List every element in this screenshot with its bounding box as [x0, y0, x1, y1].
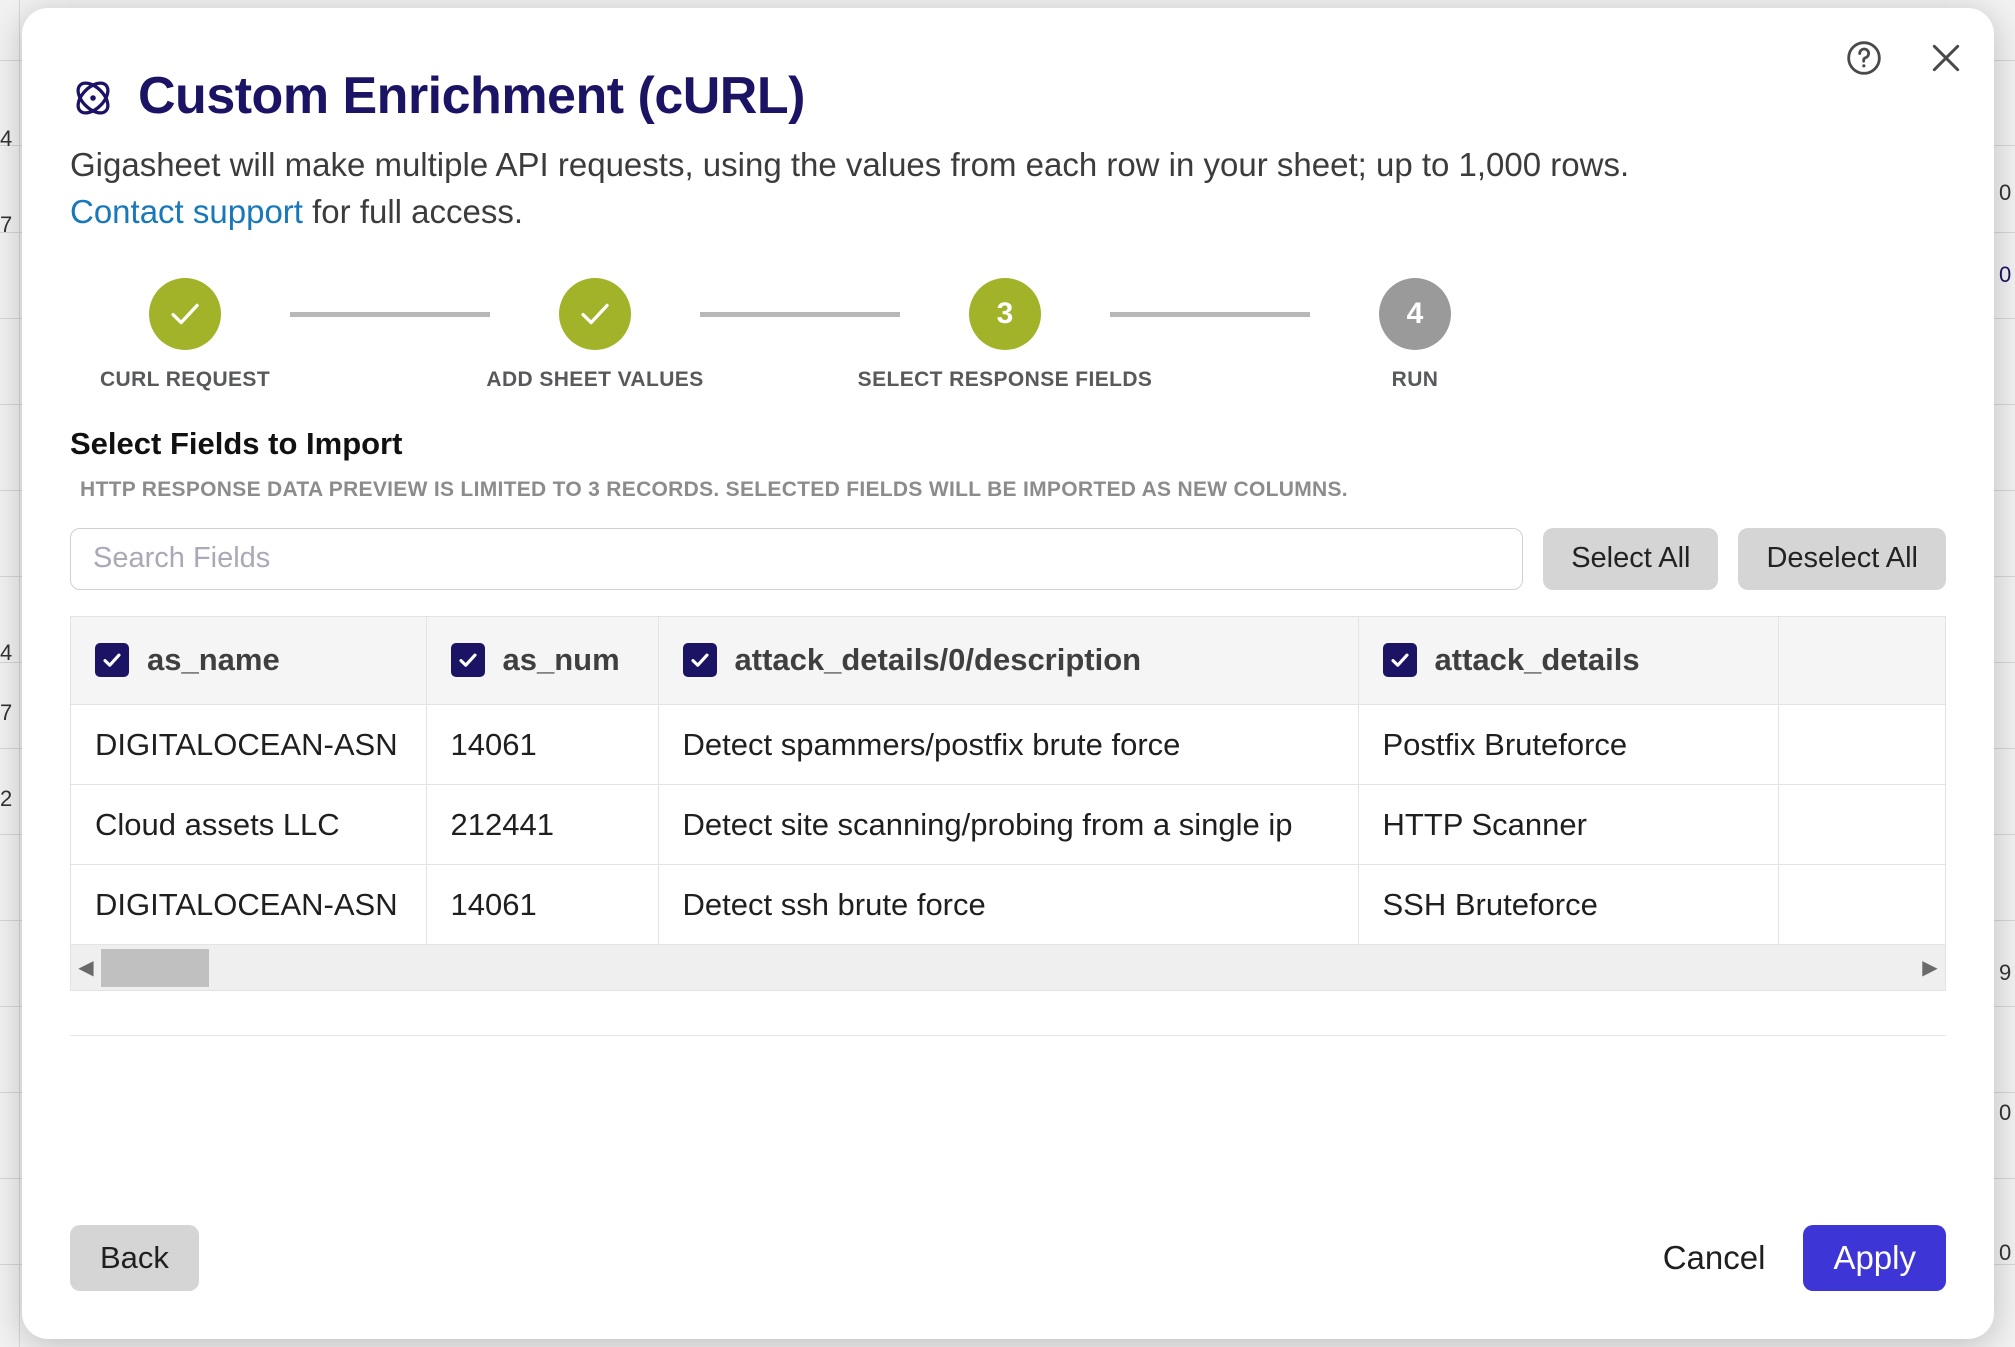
scroll-left-arrow-icon[interactable]: ◀ — [78, 957, 94, 980]
table-row: Cloud assets LLC 212441 Detect site scan… — [71, 784, 1945, 866]
cell-description: Detect site scanning/probing from a sing… — [658, 784, 1359, 866]
check-icon — [581, 303, 609, 324]
fields-table-container: as_name as_num — [70, 615, 1946, 946]
stepper-connector-1 — [290, 311, 490, 317]
cell-description: Detect ssh brute force — [658, 864, 1359, 946]
column-header-label: as_num — [502, 642, 620, 678]
modal-subtitle: Gigasheet will make multiple API request… — [70, 142, 1750, 236]
scrollbar-thumb[interactable] — [101, 949, 209, 988]
scrollbar-track[interactable] — [101, 945, 1915, 990]
step-marker-4: 4 — [1379, 277, 1451, 350]
select-fields-section: Select Fields to Import HTTP RESPONSE DA… — [22, 426, 1994, 992]
column-checkbox-attack-details[interactable] — [1382, 643, 1417, 678]
cell-attack-details: HTTP Scanner — [1358, 784, 1779, 866]
wizard-stepper: CURL REQUEST ADD SHEET VALUES 3 SELECT R… — [22, 277, 1994, 392]
cell-as-name: DIGITALOCEAN-ASN — [71, 864, 427, 946]
contact-support-link[interactable]: Contact support — [70, 192, 303, 230]
column-header-label: attack_details/0/description — [734, 642, 1142, 678]
bg-cell: 0 — [1999, 1240, 2012, 1265]
table-row: DIGITALOCEAN-ASN 14061 Detect ssh brute … — [71, 864, 1945, 946]
atom-icon — [70, 75, 116, 121]
subtitle-text-after: for full access. — [302, 192, 524, 230]
title-row: Custom Enrichment (cURL) — [70, 70, 1994, 122]
stepper-step-select-response-fields[interactable]: 3 SELECT RESPONSE FIELDS — [858, 277, 1152, 392]
column-header-attack-details-0-description[interactable]: attack_details/0/description — [658, 616, 1359, 706]
cell-overflow — [1778, 864, 1945, 946]
cell-as-name: Cloud assets LLC — [71, 784, 427, 866]
stepper-step-add-sheet-values[interactable]: ADD SHEET VALUES — [486, 277, 703, 392]
search-input[interactable] — [70, 527, 1524, 590]
scroll-right-arrow-icon[interactable]: ▶ — [1922, 957, 1938, 980]
stepper-label-1: CURL REQUEST — [99, 367, 271, 391]
bg-cell: 4 — [0, 126, 13, 151]
table-row: DIGITALOCEAN-ASN 14061 Detect spammers/p… — [71, 704, 1945, 786]
check-icon — [171, 303, 199, 324]
check-icon — [1390, 654, 1409, 668]
cell-as-num: 212441 — [426, 784, 659, 866]
column-header-attack-details[interactable]: attack_details — [1358, 616, 1779, 706]
select-all-button[interactable]: Select All — [1543, 527, 1719, 590]
column-header-as-num[interactable]: as_num — [426, 616, 659, 706]
back-button[interactable]: Back — [70, 1225, 199, 1291]
bg-cell: 7 — [0, 212, 13, 237]
check-icon — [458, 654, 477, 668]
deselect-all-button[interactable]: Deselect All — [1738, 527, 1946, 590]
cell-overflow — [1778, 784, 1945, 866]
stepper-connector-3 — [1110, 311, 1310, 317]
page-title: Custom Enrichment (cURL) — [138, 67, 805, 125]
cell-overflow — [1778, 704, 1945, 786]
cell-as-num: 14061 — [426, 704, 659, 786]
close-icon[interactable] — [1926, 38, 1966, 78]
cell-attack-details: Postfix Bruteforce — [1358, 704, 1779, 786]
bg-cell: 0 — [1999, 180, 2012, 205]
modal-header: Custom Enrichment (cURL) Gigasheet will … — [22, 8, 1994, 236]
column-checkbox-as-num[interactable] — [450, 643, 485, 678]
cell-as-name: DIGITALOCEAN-ASN — [71, 704, 427, 786]
bg-cell: 2 — [0, 786, 13, 811]
fields-table-head: as_name as_num — [71, 616, 1945, 706]
check-icon — [103, 654, 121, 668]
fields-table-body: DIGITALOCEAN-ASN 14061 Detect spammers/p… — [71, 704, 1945, 946]
cancel-button[interactable]: Cancel — [1651, 1239, 1778, 1277]
stepper-connector-2 — [700, 311, 900, 317]
column-header-label: as_name — [147, 642, 280, 678]
search-toolbar: Select All Deselect All — [70, 527, 1946, 590]
column-header-overflow — [1778, 616, 1945, 706]
bg-cell: 4 — [0, 640, 13, 665]
step-marker-2 — [559, 277, 631, 350]
check-icon — [690, 654, 709, 668]
help-circle-icon[interactable] — [1844, 38, 1884, 78]
column-header-label: attack_details — [1434, 642, 1640, 678]
apply-button[interactable]: Apply — [1803, 1225, 1946, 1291]
section-note: HTTP RESPONSE DATA PREVIEW IS LIMITED TO… — [80, 477, 1348, 501]
step-marker-1 — [149, 277, 221, 350]
fields-table: as_name as_num — [71, 616, 1945, 946]
stepper-label-4: RUN — [1391, 367, 1439, 391]
bg-cell: 0 — [1999, 262, 2012, 287]
bg-grid-column — [0, 0, 20, 1347]
footer-actions: Cancel Apply — [1651, 1225, 1946, 1291]
section-title: Select Fields to Import — [70, 425, 403, 461]
custom-enrichment-modal: Custom Enrichment (cURL) Gigasheet will … — [22, 8, 1994, 1339]
subtitle-text-before: Gigasheet will make multiple API request… — [70, 146, 1630, 183]
table-header-row: as_name as_num — [71, 616, 1945, 706]
modal-footer: Back Cancel Apply — [70, 1225, 1946, 1291]
column-checkbox-as-name[interactable] — [95, 643, 129, 678]
stepper-label-3: SELECT RESPONSE FIELDS — [857, 367, 1153, 391]
stepper-step-run[interactable]: 4 RUN — [1310, 277, 1520, 392]
cell-description: Detect spammers/postfix brute force — [658, 704, 1359, 786]
step-marker-3: 3 — [969, 277, 1041, 350]
bg-cell: 9 — [1999, 960, 2012, 985]
column-checkbox-attack-details-0-description[interactable] — [682, 643, 717, 678]
bg-cell: 7 — [0, 700, 13, 725]
column-header-as-name[interactable]: as_name — [71, 616, 427, 706]
bg-cell: 0 — [1999, 1100, 2012, 1125]
stepper-step-curl-request[interactable]: CURL REQUEST — [80, 277, 290, 392]
cell-as-num: 14061 — [426, 864, 659, 946]
stepper-label-2: ADD SHEET VALUES — [486, 367, 704, 391]
footer-divider — [70, 1035, 1946, 1037]
modal-window-controls — [1844, 38, 1966, 78]
horizontal-scrollbar[interactable]: ◀ ▶ — [70, 945, 1946, 992]
cell-attack-details: SSH Bruteforce — [1358, 864, 1779, 946]
